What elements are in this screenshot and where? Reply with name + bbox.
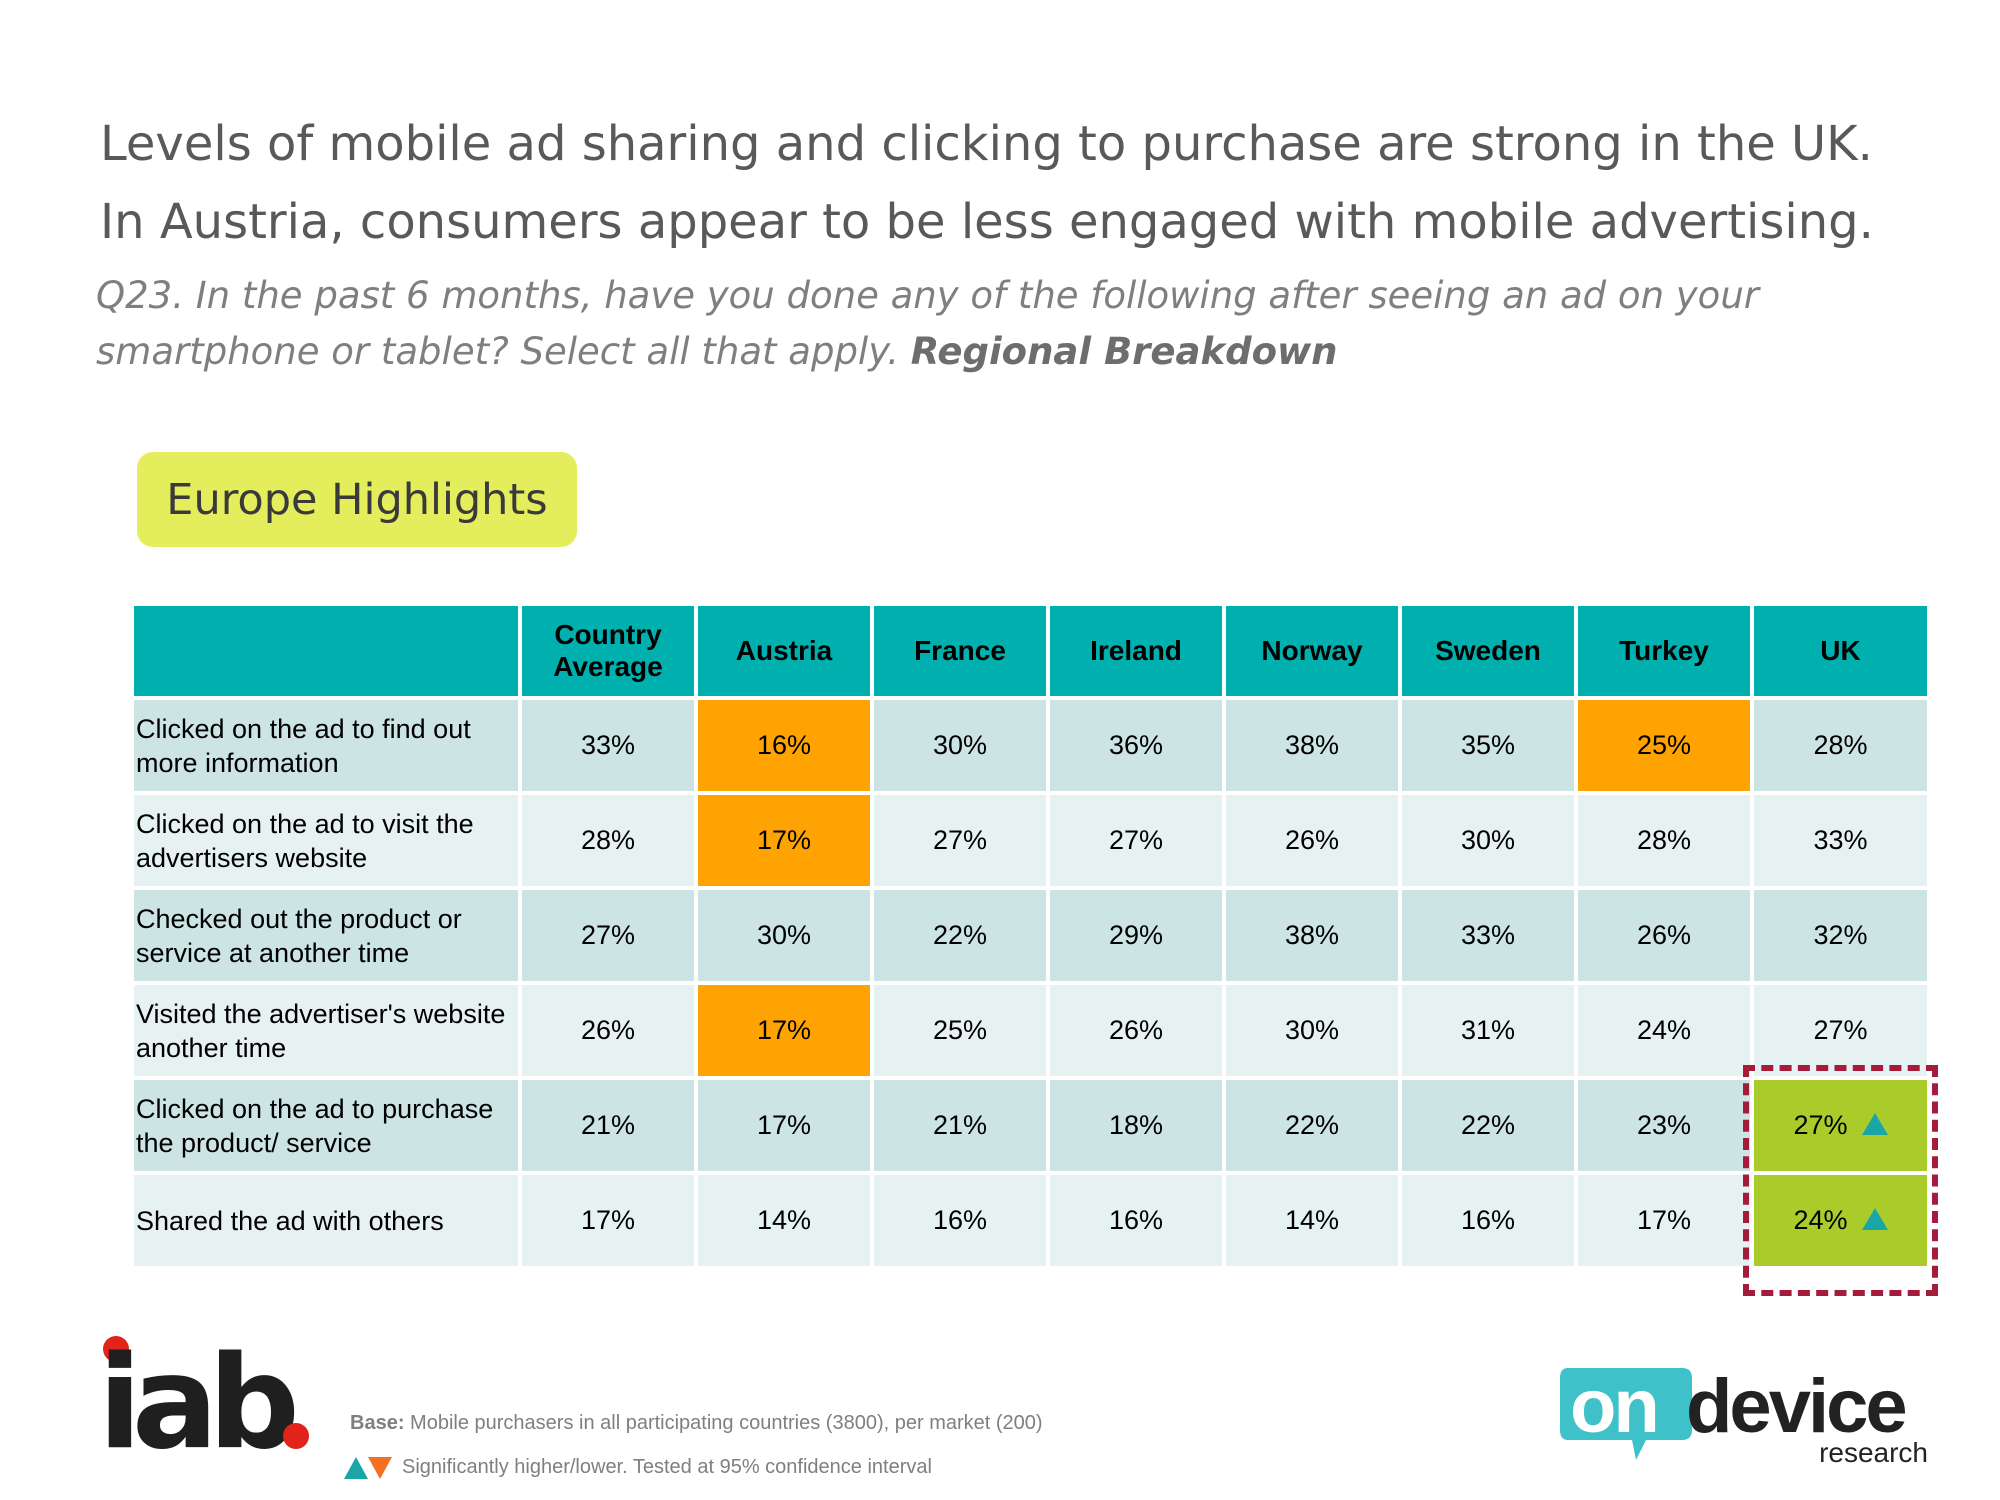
ondevice-on-text: on bbox=[1570, 1364, 1657, 1449]
cell-value: 27% bbox=[1754, 985, 1927, 1076]
header-turkey: Turkey bbox=[1578, 606, 1750, 696]
cell-value: 27% bbox=[874, 795, 1046, 886]
row-label: Visited the advertiser's website another… bbox=[134, 985, 518, 1076]
headline: Levels of mobile ad sharing and clicking… bbox=[100, 116, 1874, 250]
cell-value: 22% bbox=[1402, 1080, 1574, 1171]
cell-value: 38% bbox=[1226, 890, 1398, 981]
cell-value: 16% bbox=[1402, 1175, 1574, 1266]
cell-value: 26% bbox=[522, 985, 694, 1076]
triangle-down-icon bbox=[368, 1456, 392, 1479]
header-country-average: Country Average bbox=[522, 606, 694, 696]
cell-value-lower: 17% bbox=[698, 985, 870, 1076]
cell-value: 29% bbox=[1050, 890, 1222, 981]
row-label: Clicked on the ad to visit the advertise… bbox=[134, 795, 518, 886]
question-text: Q23. In the past 6 months, have you done… bbox=[96, 274, 1759, 373]
row-label: Shared the ad with others bbox=[134, 1175, 518, 1266]
significantly-higher-icon bbox=[1861, 1207, 1888, 1230]
iab-dot-period bbox=[283, 1423, 309, 1449]
survey-question: Q23. In the past 6 months, have you done… bbox=[96, 268, 1946, 380]
ondevice-research-text: research bbox=[1819, 1437, 1928, 1468]
table-row: Clicked on the ad to purchase the produc… bbox=[134, 1080, 1927, 1171]
results-table: Country Average Austria France Ireland N… bbox=[130, 602, 1931, 1270]
cell-value: 33% bbox=[1402, 890, 1574, 981]
cell-value: 14% bbox=[698, 1175, 870, 1266]
cell-value: 17% bbox=[522, 1175, 694, 1266]
cell-value: 24% bbox=[1578, 985, 1750, 1076]
cell-value: 26% bbox=[1226, 795, 1398, 886]
iab-wordmark: iab bbox=[98, 1335, 294, 1455]
cell-value: 27% bbox=[522, 890, 694, 981]
cell-value: 28% bbox=[1578, 795, 1750, 886]
question-emphasis: Regional Breakdown bbox=[910, 330, 1338, 373]
cell-value: 30% bbox=[1226, 985, 1398, 1076]
header-austria: Austria bbox=[698, 606, 870, 696]
cell-value: 30% bbox=[874, 700, 1046, 791]
table-row: Visited the advertiser's website another… bbox=[134, 985, 1927, 1076]
triangle-up-icon bbox=[344, 1456, 368, 1479]
iab-logo-graphic: iab bbox=[98, 1329, 309, 1478]
cell-value: 31% bbox=[1402, 985, 1574, 1076]
iab-dot-red bbox=[103, 1336, 129, 1362]
cell-value: 36% bbox=[1050, 700, 1222, 791]
cell-value: 30% bbox=[1402, 795, 1574, 886]
cell-value-higher: 24% bbox=[1754, 1175, 1927, 1266]
cell-value: 14% bbox=[1226, 1175, 1398, 1266]
cell-value: 21% bbox=[874, 1080, 1046, 1171]
europe-highlights-badge: Europe Highlights bbox=[137, 452, 577, 547]
ondevice-device-text: device bbox=[1686, 1364, 1905, 1449]
cell-value: 26% bbox=[1578, 890, 1750, 981]
cell-value: 17% bbox=[698, 1080, 870, 1171]
cell-value: 22% bbox=[874, 890, 1046, 981]
cell-value-lower: 17% bbox=[698, 795, 870, 886]
cell-text: 24% bbox=[1793, 1205, 1848, 1235]
cell-value: 16% bbox=[1050, 1175, 1222, 1266]
table-header-row: Country Average Austria France Ireland N… bbox=[134, 606, 1927, 696]
cell-value: 18% bbox=[1050, 1080, 1222, 1171]
cell-value: 33% bbox=[1754, 795, 1927, 886]
cell-value-higher: 27% bbox=[1754, 1080, 1927, 1171]
table-row: Clicked on the ad to find out more infor… bbox=[134, 700, 1927, 791]
ondevice-research-logo: on device research bbox=[1560, 1360, 1930, 1470]
header-france: France bbox=[874, 606, 1046, 696]
row-label: Checked out the product or service at an… bbox=[134, 890, 518, 981]
row-label: Clicked on the ad to purchase the produc… bbox=[134, 1080, 518, 1171]
base-text: Mobile purchasers in all participating c… bbox=[410, 1412, 1043, 1434]
significantly-higher-icon bbox=[1861, 1112, 1888, 1135]
base-label: Base: bbox=[350, 1412, 405, 1434]
header-ireland: Ireland bbox=[1050, 606, 1222, 696]
significance-footnote: Significantly higher/lower. Tested at 95… bbox=[344, 1456, 932, 1479]
cell-value: 17% bbox=[1578, 1175, 1750, 1266]
cell-value: 27% bbox=[1050, 795, 1222, 886]
cell-value: 28% bbox=[1754, 700, 1927, 791]
cell-value: 38% bbox=[1226, 700, 1398, 791]
header-uk: UK bbox=[1754, 606, 1927, 696]
cell-value: 25% bbox=[874, 985, 1046, 1076]
cell-value: 23% bbox=[1578, 1080, 1750, 1171]
cell-value: 21% bbox=[522, 1080, 694, 1171]
header-norway: Norway bbox=[1226, 606, 1398, 696]
cell-value: 32% bbox=[1754, 890, 1927, 981]
cell-text: 27% bbox=[1793, 1110, 1848, 1140]
row-label: Clicked on the ad to find out more infor… bbox=[134, 700, 518, 791]
cell-value: 16% bbox=[874, 1175, 1046, 1266]
cell-value: 22% bbox=[1226, 1080, 1398, 1171]
cell-value: 35% bbox=[1402, 700, 1574, 791]
base-footnote: Base: Mobile purchasers in all participa… bbox=[350, 1412, 1043, 1435]
ondevice-logo-graphic: on device research bbox=[1560, 1364, 1928, 1468]
table-row: Checked out the product or service at an… bbox=[134, 890, 1927, 981]
cell-value: 30% bbox=[698, 890, 870, 981]
significance-text: Significantly higher/lower. Tested at 95… bbox=[402, 1456, 932, 1478]
speech-bubble-shape bbox=[1560, 1368, 1692, 1460]
cell-value: 33% bbox=[522, 700, 694, 791]
cell-value: 26% bbox=[1050, 985, 1222, 1076]
table-row: Clicked on the ad to visit the advertise… bbox=[134, 795, 1927, 886]
table-row: Shared the ad with others 17% 14% 16% 16… bbox=[134, 1175, 1927, 1266]
cell-value-lower: 25% bbox=[1578, 700, 1750, 791]
cell-value: 28% bbox=[522, 795, 694, 886]
header-sweden: Sweden bbox=[1402, 606, 1574, 696]
iab-logo: iab bbox=[98, 1329, 318, 1478]
header-corner bbox=[134, 606, 518, 696]
cell-value-lower: 16% bbox=[698, 700, 870, 791]
